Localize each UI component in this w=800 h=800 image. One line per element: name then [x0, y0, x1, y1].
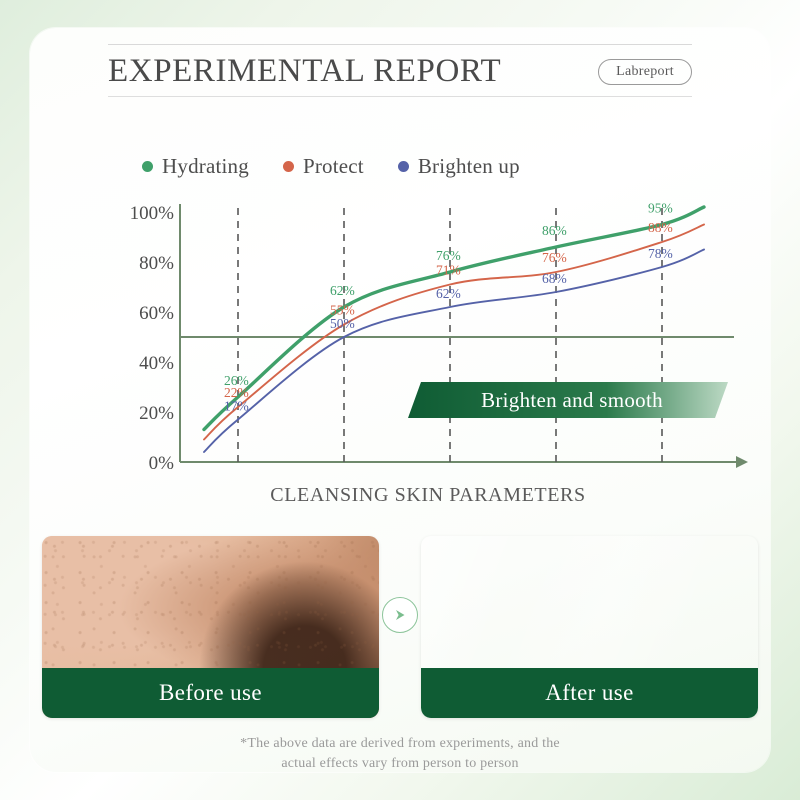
- after-label: After use: [545, 680, 634, 705]
- page-title: EXPERIMENTAL REPORT: [108, 53, 502, 89]
- footnote-line-2: actual effects vary from person to perso…: [281, 756, 519, 772]
- line-chart: 0% 20% 40% 60% 80% 100% Brighten and smooth 26%…: [108, 200, 748, 520]
- before-photo: Before use: [42, 536, 379, 718]
- series-line: [203, 248, 705, 453]
- data-label: 68%: [542, 271, 567, 286]
- labreport-badge: Labreport: [598, 58, 692, 85]
- report-card: EXPERIMENTAL REPORT Labreport Hydrating …: [30, 28, 770, 772]
- data-label: 62%: [330, 283, 355, 298]
- data-label: 22%: [224, 385, 249, 400]
- data-label: 78%: [648, 246, 673, 261]
- highlight-banner: [408, 382, 728, 418]
- after-photo: After use: [421, 536, 758, 718]
- data-label: 55%: [330, 303, 355, 318]
- comparison-panels: Before use After use: [42, 536, 758, 718]
- title-row: EXPERIMENTAL REPORT Labreport: [108, 45, 692, 96]
- data-label: 86%: [542, 223, 567, 238]
- legend-label-brighten-up: Brighten up: [417, 154, 520, 178]
- y-tick-label: 0%: [149, 453, 175, 474]
- data-label: 62%: [436, 286, 461, 301]
- chart-legend: Hydrating Protect Brighten up: [142, 154, 520, 179]
- chevron-right-icon: [382, 597, 418, 633]
- y-tick-label: 100%: [130, 203, 175, 224]
- data-label: 76%: [436, 248, 461, 263]
- legend-dot-icon: [142, 161, 153, 172]
- legend-item-protect: Protect: [282, 154, 364, 179]
- series-line: [203, 223, 705, 441]
- after-label-bar: After use: [421, 668, 758, 718]
- legend-item-hydrating: Hydrating: [142, 154, 249, 179]
- before-label: Before use: [159, 680, 262, 705]
- chart-canvas: 0% 20% 40% 60% 80% 100% Brighten and smooth 26%…: [130, 201, 748, 474]
- x-axis-label: CLEANSING SKIN PARAMETERS: [270, 484, 586, 506]
- data-label: 71%: [436, 263, 461, 278]
- before-label-bar: Before use: [42, 668, 379, 718]
- data-label: 26%: [224, 373, 249, 388]
- legend-label-protect: Protect: [302, 154, 364, 178]
- highlight-banner-text: Brighten and smooth: [481, 388, 663, 412]
- y-tick-label: 80%: [139, 253, 174, 274]
- y-tick-label: 60%: [139, 303, 174, 324]
- header-rule-bottom: [108, 96, 692, 97]
- series-line: [202, 205, 706, 432]
- x-axis-arrow-icon: [736, 456, 748, 468]
- legend-dot-icon: [397, 161, 409, 172]
- footnote-line-1: *The above data are derived from experim…: [240, 736, 560, 751]
- data-label: 88%: [648, 220, 673, 235]
- header-rule-top: [108, 44, 692, 45]
- data-label: 76%: [542, 250, 567, 265]
- legend-dot-icon: [282, 161, 294, 172]
- chevron-right-glyph: [396, 610, 405, 620]
- y-tick-label: 40%: [139, 353, 174, 374]
- legend-label-hydrating: Hydrating: [162, 154, 249, 178]
- data-label: 50%: [330, 316, 355, 331]
- y-tick-label: 20%: [139, 403, 174, 424]
- report-header: EXPERIMENTAL REPORT Labreport: [108, 44, 692, 97]
- legend-item-brighten-up: Brighten up: [397, 154, 520, 179]
- footnote: *The above data are derived from experim…: [30, 734, 770, 772]
- data-label: 17%: [224, 399, 249, 414]
- data-label: 95%: [648, 201, 673, 216]
